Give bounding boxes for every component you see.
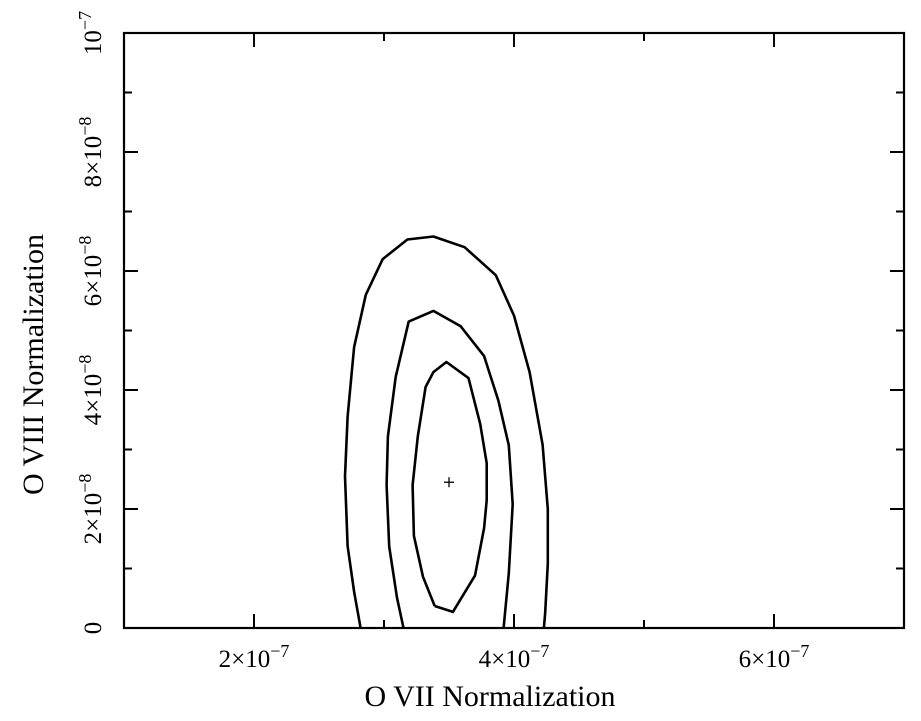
y-tick-label: 0 [80, 622, 107, 635]
y-tick-label: 10−7 [75, 11, 107, 55]
y-tick-label: 8×10−8 [75, 117, 107, 188]
x-tick-label: 4×10−7 [479, 641, 550, 673]
marker-layer [444, 477, 454, 488]
tick-labels: 2×10−7 4×10−7 6×10−7 0 2×10−8 4×10−8 6×10−8 8×1… [75, 11, 809, 673]
x-tick-label: 6×10−7 [739, 641, 810, 673]
x-tick-label: 2×10−7 [219, 641, 290, 673]
plot-frame [122, 31, 906, 630]
y-tick-label: 2×10−8 [75, 474, 107, 545]
best-fit-marker [444, 477, 454, 488]
contour-middle [385, 309, 514, 629]
contour-outer [343, 235, 550, 629]
y-axis-title: O VIII Normalization [17, 234, 50, 495]
contour-inner [411, 360, 488, 614]
y-tick-label: 4×10−8 [75, 355, 107, 426]
x-axis-title: O VII Normalization [364, 680, 615, 713]
axis-ticks [123, 32, 905, 629]
contour-layer [343, 235, 550, 629]
y-tick-label: 6×10−8 [75, 236, 107, 307]
